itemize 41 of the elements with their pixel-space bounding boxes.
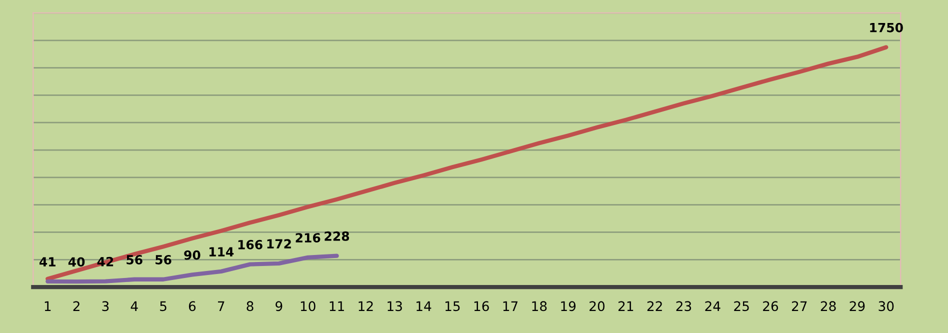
x-tick-label: 2: [73, 301, 80, 311]
x-tick-label: 14: [416, 301, 432, 311]
x-tick-label: 28: [820, 301, 836, 312]
x-tick-label: 30: [878, 301, 894, 312]
x-tick-label: 12: [358, 301, 373, 311]
x-tick-label: 10: [300, 301, 316, 312]
x-tick-label: 20: [590, 301, 605, 312]
x-tick-label: 25: [734, 301, 749, 312]
data-label: 228: [324, 231, 350, 241]
x-tick-label: 23: [676, 301, 692, 312]
x-tick-label: 1: [44, 301, 51, 311]
data-label: 56: [156, 255, 172, 264]
x-tick-label: 27: [792, 301, 807, 311]
x-tick-label: 7: [218, 301, 224, 311]
data-label: 172: [267, 239, 291, 248]
data-label: 90: [184, 250, 200, 260]
x-tick-label: 19: [561, 301, 576, 312]
data-label: 41: [40, 257, 56, 266]
x-tick-label: 21: [618, 301, 634, 311]
x-tick-label: 16: [474, 301, 489, 312]
x-tick-label: 11: [330, 301, 344, 311]
x-tick-label: 22: [647, 301, 662, 311]
data-label: 40: [68, 257, 85, 267]
x-tick-label: 13: [388, 301, 402, 312]
x-tick-label: 8: [246, 301, 254, 312]
x-tick-label: 4: [130, 301, 138, 311]
x-tick-label: 3: [102, 301, 109, 312]
data-label: 1750: [870, 22, 903, 32]
data-label: 56: [126, 255, 142, 264]
x-tick-label: 5: [160, 301, 166, 312]
x-tick-label: 18: [532, 301, 547, 312]
x-tick-label: 6: [188, 301, 196, 312]
x-tick-label: 17: [503, 301, 518, 311]
x-tick-label: 24: [705, 301, 720, 311]
data-label: 166: [238, 240, 262, 250]
data-label: 216: [296, 233, 320, 243]
x-tick-label: 26: [763, 301, 778, 312]
x-tick-label: 15: [445, 301, 460, 312]
data-label: 114: [209, 247, 234, 256]
x-tick-label: 9: [276, 301, 282, 312]
x-tick-label: 29: [850, 301, 865, 312]
